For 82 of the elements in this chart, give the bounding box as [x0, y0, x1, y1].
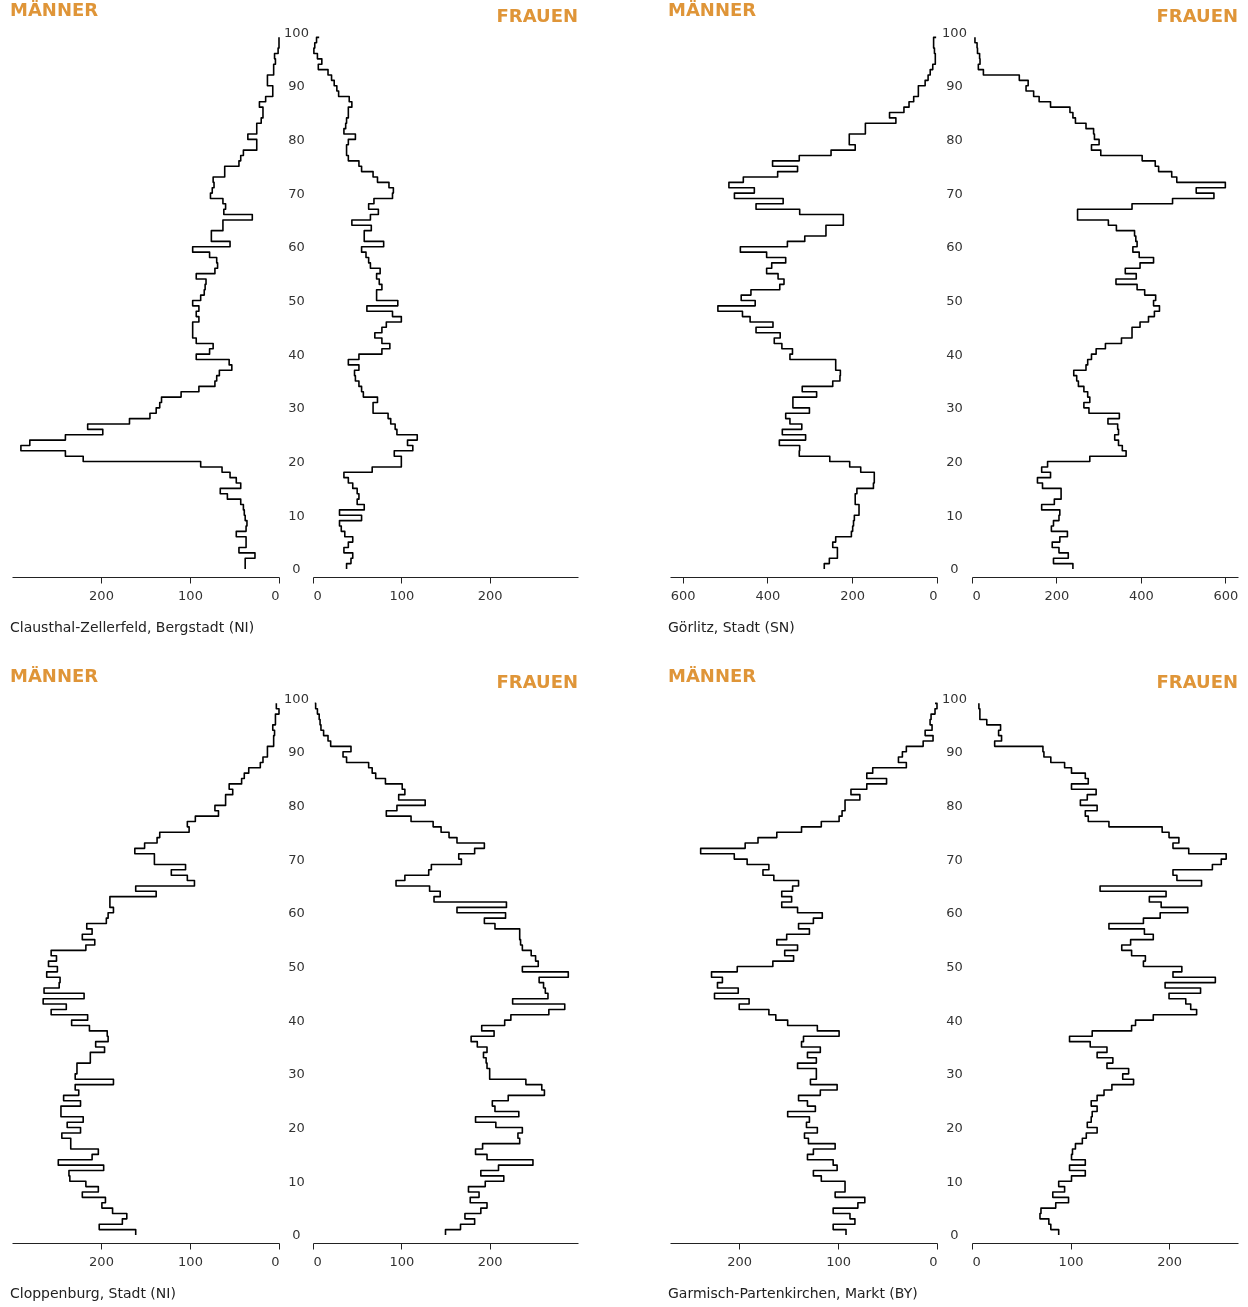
y-tick-label: 70: [946, 851, 963, 867]
x-tick-label: 0: [929, 1253, 938, 1269]
chart-title: FRAUEN: [1156, 671, 1238, 692]
y-tick-label: 40: [288, 346, 305, 362]
y-tick-label: 20: [288, 1120, 305, 1136]
y-tick-label: 50: [946, 292, 963, 308]
chart-title: MÄNNER: [668, 665, 757, 686]
x-tick-label: 200: [89, 587, 114, 603]
y-tick-label: 10: [288, 1173, 305, 1189]
y-tick-label: 40: [946, 1012, 963, 1028]
x-tick-label: 100: [178, 587, 203, 603]
y-tick-label: 60: [946, 239, 963, 255]
text: Garmisch-Partenkirchen, Markt (BY): [668, 1285, 918, 1301]
y-tick-label: 20: [946, 454, 963, 470]
y-tick-label: 90: [946, 78, 963, 94]
text: Görlitz, Stadt (SN): [668, 619, 795, 635]
x-tick-label: 200: [1044, 587, 1070, 603]
y-tick-label: 30: [946, 400, 963, 416]
y-tick-label: 90: [288, 78, 305, 94]
y-tick-label: 60: [288, 239, 305, 255]
y-tick-label: 30: [288, 400, 305, 416]
y-tick-label: 80: [946, 797, 963, 813]
x-tick-label: 200: [840, 587, 866, 603]
y-tick-label: 0: [292, 561, 301, 577]
y-tick-label: 70: [946, 185, 963, 201]
x-tick-label: 600: [670, 587, 696, 603]
y-tick-label: 70: [288, 851, 305, 867]
x-tick-label: 100: [826, 1253, 852, 1269]
y-tick-label: 0: [292, 1227, 301, 1243]
y-tick-label: 80: [946, 131, 963, 147]
y-tick-label: 40: [288, 1012, 305, 1028]
x-tick-label: 200: [89, 1253, 114, 1269]
x-tick-label: 0: [313, 587, 322, 603]
x-tick-label: 100: [389, 1253, 415, 1269]
x-tick-label: 200: [1157, 1253, 1182, 1269]
x-tick-label: 400: [1128, 587, 1154, 603]
x-tick-label: 200: [727, 1253, 753, 1269]
x-tick-label: 0: [271, 587, 280, 603]
y-tick-label: 0: [950, 561, 959, 577]
y-tick-label: 100: [942, 690, 967, 706]
chart-title: FRAUEN: [496, 671, 578, 692]
x-tick-label: 200: [477, 1253, 503, 1269]
y-tick-label: 80: [288, 797, 305, 813]
x-tick-label: 100: [389, 587, 415, 603]
y-tick-label: 60: [288, 905, 305, 921]
y-tick-label: 50: [946, 958, 963, 974]
y-tick-label: 50: [288, 292, 305, 308]
y-tick-label: 90: [288, 744, 305, 760]
x-tick-label: 100: [178, 1253, 203, 1269]
x-tick-label: 0: [972, 1253, 981, 1269]
y-tick-label: 90: [946, 744, 963, 760]
text: Cloppenburg, Stadt (NI): [10, 1285, 176, 1301]
y-tick-label: 20: [946, 1120, 963, 1136]
y-tick-label: 20: [288, 454, 305, 470]
chart-title: FRAUEN: [496, 5, 578, 26]
y-tick-label: 80: [288, 131, 305, 147]
y-tick-label: 50: [288, 958, 305, 974]
x-tick-label: 400: [755, 587, 781, 603]
y-tick-label: 10: [946, 1173, 963, 1189]
chart-title: FRAUEN: [1156, 5, 1238, 26]
y-tick-label: 0: [950, 1227, 959, 1243]
y-tick-label: 30: [288, 1066, 305, 1082]
y-tick-label: 70: [288, 185, 305, 201]
x-tick-label: 600: [1213, 587, 1239, 603]
chart-title: MÄNNER: [10, 665, 99, 686]
x-tick-label: 0: [271, 1253, 280, 1269]
chart-title: MÄNNER: [668, 0, 757, 20]
y-tick-label: 40: [946, 346, 963, 362]
y-tick-label: 100: [284, 690, 309, 706]
y-tick-label: 100: [284, 24, 309, 40]
y-tick-label: 10: [946, 507, 963, 523]
y-tick-label: 10: [288, 507, 305, 523]
y-tick-label: 100: [942, 24, 967, 40]
y-tick-label: 60: [946, 905, 963, 921]
x-tick-label: 200: [477, 587, 503, 603]
x-tick-label: 0: [929, 587, 938, 603]
x-tick-label: 0: [313, 1253, 322, 1269]
x-tick-label: 100: [1058, 1253, 1084, 1269]
y-tick-label: 30: [946, 1066, 963, 1082]
chart-title: MÄNNER: [10, 0, 99, 20]
x-tick-label: 0: [972, 587, 981, 603]
text: Clausthal-Zellerfeld, Bergstadt (NI): [10, 619, 255, 635]
